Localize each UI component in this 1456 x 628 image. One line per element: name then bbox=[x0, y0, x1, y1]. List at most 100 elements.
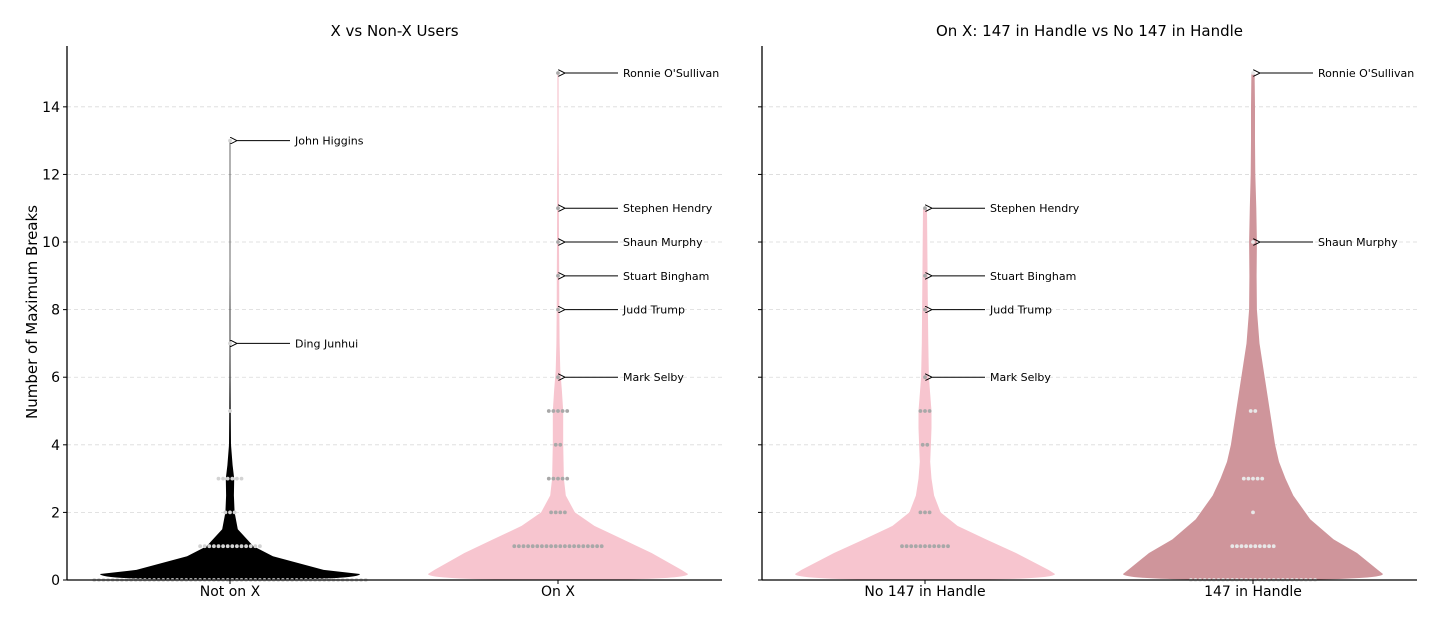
data-point bbox=[1244, 544, 1248, 549]
x-tick-label: No 147 in Handle bbox=[864, 584, 985, 600]
data-point bbox=[595, 544, 599, 549]
data-point bbox=[918, 544, 923, 549]
data-point bbox=[563, 544, 567, 549]
data-point bbox=[228, 138, 232, 143]
data-point bbox=[572, 544, 576, 549]
violin-0-1 bbox=[428, 73, 688, 580]
data-point bbox=[576, 544, 581, 549]
data-point bbox=[1262, 544, 1267, 549]
annotation-label: Mark Selby bbox=[990, 371, 1051, 384]
data-point bbox=[1241, 476, 1246, 481]
data-point bbox=[556, 240, 560, 244]
data-point bbox=[225, 476, 230, 481]
data-point bbox=[1246, 476, 1251, 481]
annotation-label: Stuart Bingham bbox=[990, 270, 1076, 283]
annotation-label: Ding Junhui bbox=[295, 337, 358, 350]
data-point bbox=[923, 409, 927, 413]
annotation-label: Ronnie O'Sullivan bbox=[623, 67, 719, 80]
panel-1: Stephen Hendry Stuart Bingham Judd Trump Ma… bbox=[758, 22, 1417, 600]
data-point bbox=[228, 510, 232, 515]
x-tick-label: On X bbox=[541, 584, 575, 600]
data-point bbox=[1253, 409, 1258, 413]
data-point bbox=[221, 476, 226, 481]
data-point bbox=[927, 409, 932, 413]
data-point bbox=[1235, 544, 1239, 549]
data-point bbox=[909, 544, 914, 549]
data-point bbox=[556, 71, 560, 75]
data-point bbox=[923, 510, 927, 515]
data-point bbox=[586, 544, 590, 549]
data-point bbox=[1251, 240, 1255, 244]
data-point bbox=[198, 544, 203, 549]
data-point bbox=[581, 544, 586, 549]
data-point bbox=[248, 544, 253, 549]
annotation-label: Judd Trump bbox=[989, 304, 1052, 317]
data-point bbox=[521, 544, 526, 549]
data-point bbox=[941, 544, 946, 549]
data-point bbox=[1230, 544, 1235, 549]
data-point bbox=[556, 307, 560, 312]
y-tick-label: 14 bbox=[42, 100, 60, 116]
data-point bbox=[1253, 544, 1258, 549]
y-tick-label: 2 bbox=[51, 505, 60, 521]
data-point bbox=[239, 544, 244, 549]
data-point bbox=[253, 544, 258, 549]
data-point bbox=[526, 544, 530, 549]
data-point bbox=[932, 544, 937, 549]
data-point bbox=[558, 510, 563, 515]
data-point bbox=[258, 544, 262, 549]
data-point bbox=[927, 544, 932, 549]
data-point bbox=[923, 206, 927, 211]
data-point bbox=[216, 544, 221, 549]
data-point bbox=[913, 544, 918, 549]
data-point bbox=[599, 544, 604, 549]
data-point bbox=[530, 544, 535, 549]
annotation-label: Shaun Murphy bbox=[623, 236, 703, 249]
x-tick-label: Not on X bbox=[200, 584, 261, 600]
violin-1-0 bbox=[795, 208, 1055, 580]
annotation-label: Shaun Murphy bbox=[1318, 236, 1398, 249]
violin-1-1 bbox=[1123, 73, 1383, 580]
data-point bbox=[925, 442, 930, 447]
x-tick-label: 147 in Handle bbox=[1204, 584, 1302, 600]
data-point bbox=[556, 273, 560, 278]
data-point bbox=[1239, 544, 1244, 549]
data-point bbox=[590, 544, 595, 549]
data-point bbox=[900, 544, 904, 549]
data-point bbox=[553, 544, 558, 549]
data-point bbox=[923, 375, 927, 380]
data-point bbox=[1267, 544, 1271, 549]
y-tick-label: 4 bbox=[51, 438, 60, 454]
data-point bbox=[228, 409, 232, 413]
data-point bbox=[235, 544, 239, 549]
data-point bbox=[1248, 409, 1253, 413]
data-point bbox=[556, 375, 560, 380]
data-point bbox=[556, 409, 560, 413]
data-point bbox=[544, 544, 549, 549]
data-point bbox=[228, 341, 232, 346]
violin-0-0 bbox=[100, 140, 360, 580]
data-point bbox=[512, 544, 517, 549]
data-point bbox=[918, 409, 923, 413]
data-point bbox=[556, 206, 560, 211]
data-point bbox=[230, 476, 235, 481]
data-point bbox=[1251, 71, 1255, 75]
annotation-label: Ronnie O'Sullivan bbox=[1318, 67, 1414, 80]
data-point bbox=[1255, 476, 1260, 481]
data-point bbox=[207, 544, 212, 549]
data-point bbox=[221, 544, 226, 549]
annotation-label: Judd Trump bbox=[622, 304, 685, 317]
data-point bbox=[565, 476, 570, 481]
y-tick-label: 8 bbox=[51, 303, 60, 319]
data-point bbox=[558, 442, 563, 447]
y-tick-label: 6 bbox=[51, 370, 60, 386]
data-point bbox=[546, 409, 551, 413]
data-point bbox=[553, 510, 558, 515]
data-point bbox=[936, 544, 941, 549]
data-point bbox=[551, 409, 556, 413]
panel-title: On X: 147 in Handle vs No 147 in Handle bbox=[936, 22, 1243, 40]
data-point bbox=[1260, 476, 1265, 481]
data-point bbox=[904, 544, 909, 549]
y-axis-label: Number of Maximum Breaks bbox=[23, 205, 41, 419]
